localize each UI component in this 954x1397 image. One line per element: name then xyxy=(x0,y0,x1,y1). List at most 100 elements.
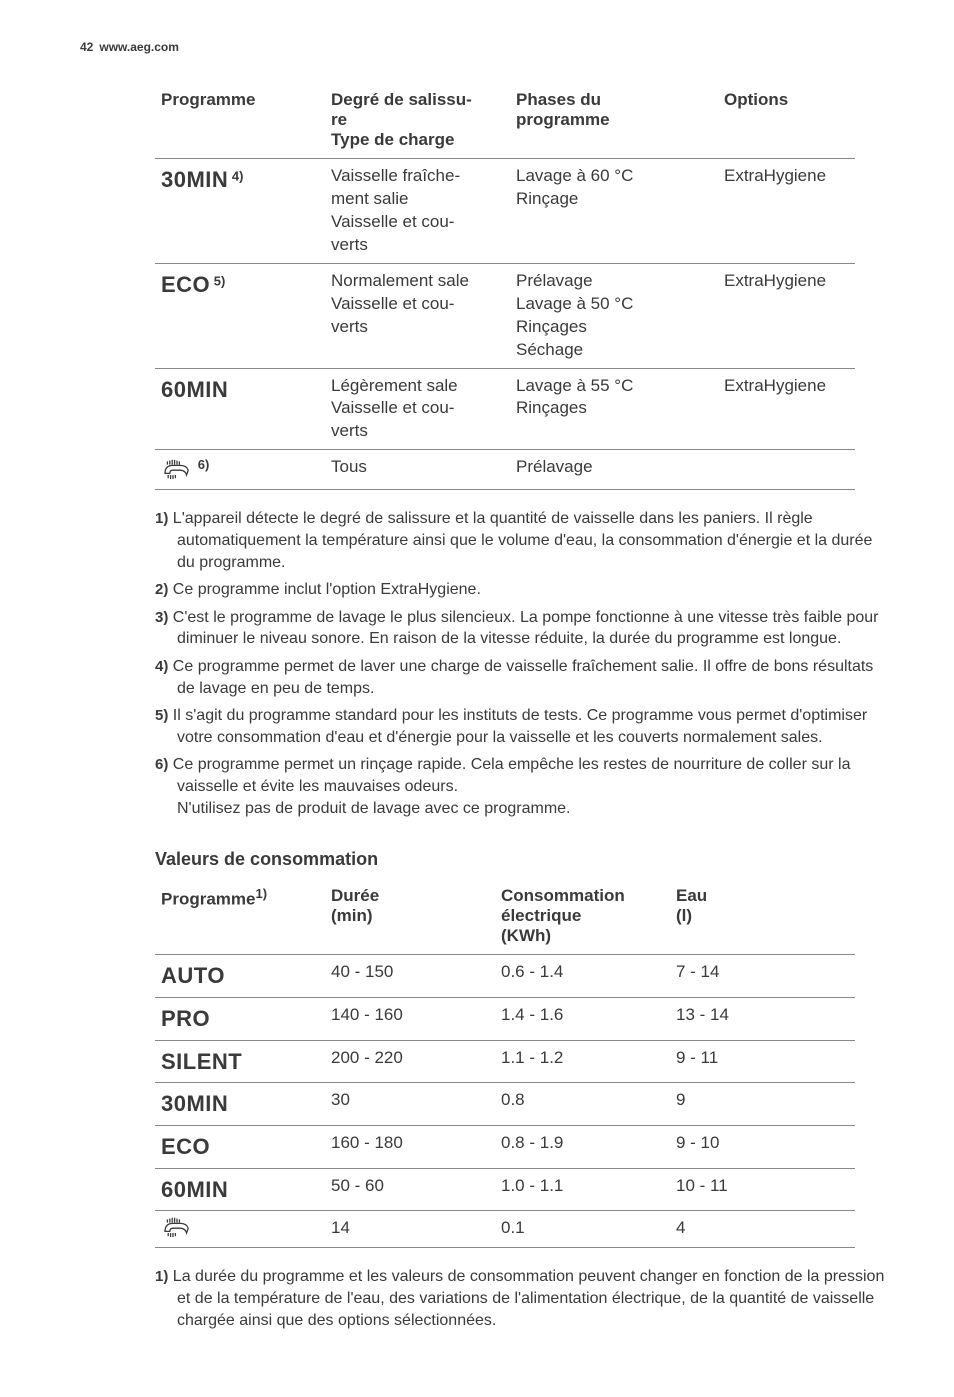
cell-eau: 9 - 10 xyxy=(670,1125,855,1168)
programme-note: 5) xyxy=(210,273,225,288)
cell-programme: AUTO xyxy=(155,955,325,998)
footnote-text: Ce programme permet un rinçage rapide. C… xyxy=(173,756,851,816)
header-text: Options xyxy=(724,90,788,109)
cell-degree: Légèrement saleVaisselle et cou-verts xyxy=(325,368,510,450)
cell-degree: Normalement saleVaisselle et cou-verts xyxy=(325,263,510,368)
table-row: 30MIN300.89 xyxy=(155,1083,855,1126)
rinse-icon xyxy=(161,459,193,483)
header-text: électrique xyxy=(501,906,581,925)
footnote: 3) C'est le programme de lavage le plus … xyxy=(155,607,887,650)
programme-name: ECO xyxy=(161,1134,210,1159)
cell-eau: 13 - 14 xyxy=(670,997,855,1040)
footnote: 1) La durée du programme et les valeurs … xyxy=(155,1266,887,1331)
header-text: Degré de salissu- xyxy=(331,90,472,109)
cell-duree: 160 - 180 xyxy=(325,1125,495,1168)
cell-programme: PRO xyxy=(155,997,325,1040)
footnote-text: Il s'agit du programme standard pour les… xyxy=(173,707,867,746)
programme-name: 60MIN xyxy=(161,377,228,402)
footnote-text: La durée du programme et les valeurs de … xyxy=(173,1268,885,1328)
footnote-number: 3) xyxy=(155,609,168,626)
footnote-number: 4) xyxy=(155,658,168,675)
header-text: Consommation xyxy=(501,886,625,905)
cell-programme: 30MIN 4) xyxy=(155,159,325,264)
cell-duree: 30 xyxy=(325,1083,495,1126)
footnote: 1) L'appareil détecte le degré de saliss… xyxy=(155,508,887,573)
col-programme: Programme xyxy=(155,84,325,159)
footnote: 6) Ce programme permet un rinçage rapide… xyxy=(155,754,887,819)
header-text: Type de charge xyxy=(331,130,454,149)
programme-note: 6) xyxy=(198,457,210,472)
footnote-text: Ce programme inclut l'option ExtraHygien… xyxy=(173,581,481,598)
programmes-table: Programme Degré de salissu- re Type de c… xyxy=(155,84,855,490)
footnote-number: 1) xyxy=(155,510,168,527)
table-row: 60MIN50 - 601.0 - 1.110 - 11 xyxy=(155,1168,855,1211)
cell-duree: 140 - 160 xyxy=(325,997,495,1040)
cell-duree: 14 xyxy=(325,1211,495,1248)
col-phases: Phases du programme xyxy=(510,84,718,159)
col-programme: Programme1) xyxy=(155,880,325,955)
cell-options: ExtraHygiene xyxy=(718,368,855,450)
header-text: re xyxy=(331,110,347,129)
header-text: Eau xyxy=(676,886,707,905)
footnote-number: 5) xyxy=(155,707,168,724)
cell-kwh: 1.0 - 1.1 xyxy=(495,1168,670,1211)
programme-name: AUTO xyxy=(161,963,225,988)
cell-eau: 10 - 11 xyxy=(670,1168,855,1211)
footnote: 2) Ce programme inclut l'option ExtraHyg… xyxy=(155,579,887,601)
cell-kwh: 0.1 xyxy=(495,1211,670,1248)
cell-phases: Lavage à 55 °CRinçages xyxy=(510,368,718,450)
cell-kwh: 1.4 - 1.6 xyxy=(495,997,670,1040)
header-text: Programme xyxy=(161,890,255,909)
cell-eau: 9 - 11 xyxy=(670,1040,855,1083)
programme-name: 30MIN xyxy=(161,1091,228,1116)
col-duree: Durée (min) xyxy=(325,880,495,955)
site-url: www.aeg.com xyxy=(99,40,179,54)
table-row: SILENT200 - 2201.1 - 1.29 - 11 xyxy=(155,1040,855,1083)
cell-phases: Lavage à 60 °CRinçage xyxy=(510,159,718,264)
rinse-icon xyxy=(161,1217,193,1241)
footnote-text: C'est le programme de lavage le plus sil… xyxy=(173,609,879,648)
section-title-consumption: Valeurs de consommation xyxy=(155,849,874,870)
programme-name: 60MIN xyxy=(161,1177,228,1202)
col-eau: Eau (l) xyxy=(670,880,855,955)
table-header-row: Programme Degré de salissu- re Type de c… xyxy=(155,84,855,159)
cell-programme: 60MIN xyxy=(155,368,325,450)
programme-name: ECO xyxy=(161,272,210,297)
cell-kwh: 0.8 - 1.9 xyxy=(495,1125,670,1168)
col-consommation: Consommation électrique (KWh) xyxy=(495,880,670,955)
table-row: AUTO 40 - 1500.6 - 1.47 - 14 xyxy=(155,955,855,998)
footnotes-block-1: 1) L'appareil détecte le degré de saliss… xyxy=(155,508,887,819)
manual-page: 42 www.aeg.com Programme Degré de saliss… xyxy=(0,0,954,1397)
cell-kwh: 0.6 - 1.4 xyxy=(495,955,670,998)
cell-duree: 200 - 220 xyxy=(325,1040,495,1083)
cell-programme: 6) xyxy=(155,450,325,490)
header-note: 1) xyxy=(255,886,267,901)
header-text: (l) xyxy=(676,906,692,925)
cell-programme xyxy=(155,1211,325,1248)
cell-degree: Vaisselle fraîche-ment salieVaisselle et… xyxy=(325,159,510,264)
cell-programme: 60MIN xyxy=(155,1168,325,1211)
header-text: (min) xyxy=(331,906,373,925)
footnote: 4) Ce programme permet de laver une char… xyxy=(155,656,887,699)
table-row: PRO 140 - 1601.4 - 1.613 - 14 xyxy=(155,997,855,1040)
programme-note: 4) xyxy=(228,168,243,183)
footnote-number: 6) xyxy=(155,756,168,773)
cell-eau: 9 xyxy=(670,1083,855,1126)
header-text: (KWh) xyxy=(501,926,551,945)
table-row: 6)TousPrélavage xyxy=(155,450,855,490)
cell-options: ExtraHygiene xyxy=(718,159,855,264)
cell-programme: SILENT xyxy=(155,1040,325,1083)
footnotes-block-2: 1) La durée du programme et les valeurs … xyxy=(155,1266,887,1331)
programme-name: PRO xyxy=(161,1006,210,1031)
cell-options xyxy=(718,450,855,490)
table-row: ECO 160 - 1800.8 - 1.99 - 10 xyxy=(155,1125,855,1168)
cell-eau: 7 - 14 xyxy=(670,955,855,998)
footnote-number: 1) xyxy=(155,1268,168,1285)
cell-degree: Tous xyxy=(325,450,510,490)
header-text: Phases du xyxy=(516,90,601,109)
cell-phases: PrélavageLavage à 50 °CRinçagesSéchage xyxy=(510,263,718,368)
cell-programme: ECO 5) xyxy=(155,263,325,368)
col-degree: Degré de salissu- re Type de charge xyxy=(325,84,510,159)
cell-duree: 40 - 150 xyxy=(325,955,495,998)
consumption-table: Programme1) Durée (min) Consommation éle… xyxy=(155,880,855,1248)
